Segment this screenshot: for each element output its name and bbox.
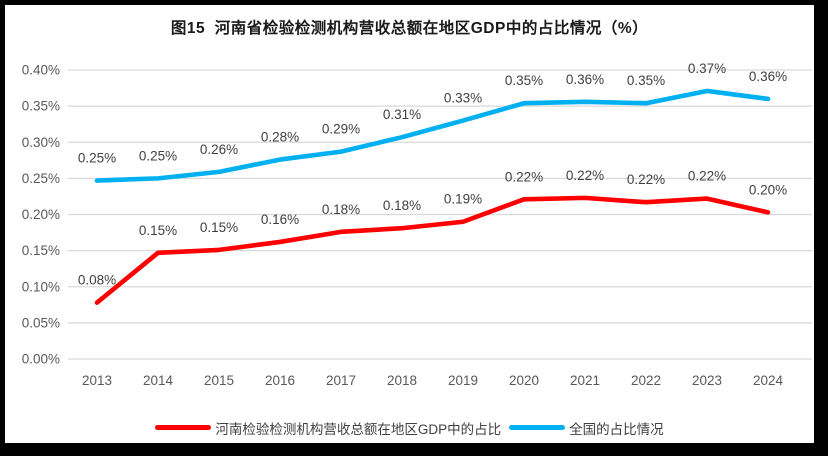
y-axis-tick-label: 0.25% xyxy=(22,171,60,186)
legend-item-henan: 河南检验检测机构营收总额在地区GDP中的占比 xyxy=(155,418,501,438)
x-axis-tick-label: 2021 xyxy=(570,373,600,388)
data-point-label: 0.22% xyxy=(627,172,665,187)
chart-legend: 河南检验检测机构营收总额在地区GDP中的占比 全国的占比情况 xyxy=(5,412,814,443)
data-point-label: 0.18% xyxy=(322,202,360,217)
x-axis-tick-label: 2017 xyxy=(326,373,356,388)
legend-label-national: 全国的占比情况 xyxy=(569,421,664,437)
data-point-label: 0.35% xyxy=(505,73,543,88)
legend-label-henan: 河南检验检测机构营收总额在地区GDP中的占比 xyxy=(215,421,502,437)
y-axis-tick-label: 0.35% xyxy=(22,99,60,114)
data-point-label: 0.28% xyxy=(261,130,299,145)
x-axis-tick-label: 2020 xyxy=(509,373,539,388)
chart-plot-area: 0.00% 0.05% 0.10% 0.15% 0.20% 0.25% 0.30% 0.35%… xyxy=(22,61,812,388)
y-axis-tick-label: 0.10% xyxy=(22,279,60,294)
data-point-label: 0.15% xyxy=(200,220,238,235)
legend-item-national: 全国的占比情况 xyxy=(509,418,664,438)
data-point-label: 0.22% xyxy=(566,168,604,183)
data-point-label: 0.36% xyxy=(566,72,604,87)
legend-line-swatch-henan-icon xyxy=(155,425,212,430)
data-point-label: 0.18% xyxy=(383,198,421,213)
chart-title: 图15 河南省检验检测机构营收总额在地区GDP中的占比情况（%） xyxy=(170,20,649,37)
series-line-0 xyxy=(94,195,771,305)
x-axis-tick-label: 2018 xyxy=(387,373,417,388)
x-axis-tick-label: 2024 xyxy=(753,373,784,388)
data-point-label: 0.22% xyxy=(688,169,726,184)
x-axis-tick-label: 2014 xyxy=(143,373,174,388)
x-axis-tick-label: 2016 xyxy=(265,373,295,388)
series-line-1 xyxy=(94,88,771,183)
y-axis-tick-label: 0.40% xyxy=(22,63,60,78)
y-axis-tick-label: 0.00% xyxy=(22,352,60,367)
y-axis-tick-label: 0.05% xyxy=(22,315,60,330)
x-axis-tick-label: 2023 xyxy=(692,373,722,388)
data-point-label: 0.26% xyxy=(200,142,238,157)
x-axis-tick-label: 2019 xyxy=(448,373,478,388)
data-point-label: 0.29% xyxy=(322,122,360,137)
x-axis-tick-label: 2022 xyxy=(631,373,661,388)
data-point-label: 0.19% xyxy=(444,192,482,207)
data-point-label: 0.25% xyxy=(78,151,116,166)
data-point-label: 0.08% xyxy=(78,273,116,288)
legend-line-swatch-national-icon xyxy=(509,425,566,430)
data-point-label: 0.36% xyxy=(749,69,787,84)
data-point-label: 0.35% xyxy=(627,73,665,88)
x-axis-tick-label: 2015 xyxy=(204,373,234,388)
data-point-label: 0.25% xyxy=(139,148,177,163)
data-point-label: 0.22% xyxy=(505,169,543,184)
data-point-label: 0.33% xyxy=(444,91,482,106)
data-point-label: 0.15% xyxy=(139,223,177,238)
y-axis-tick-label: 0.20% xyxy=(22,207,60,222)
x-axis-tick-label: 2013 xyxy=(82,373,112,388)
y-axis-tick-label: 0.30% xyxy=(22,135,60,150)
data-point-label: 0.31% xyxy=(383,107,421,122)
data-point-label: 0.37% xyxy=(688,61,726,76)
data-point-label: 0.16% xyxy=(261,212,299,227)
data-point-label: 0.20% xyxy=(749,182,787,197)
y-axis-tick-label: 0.15% xyxy=(22,243,60,258)
